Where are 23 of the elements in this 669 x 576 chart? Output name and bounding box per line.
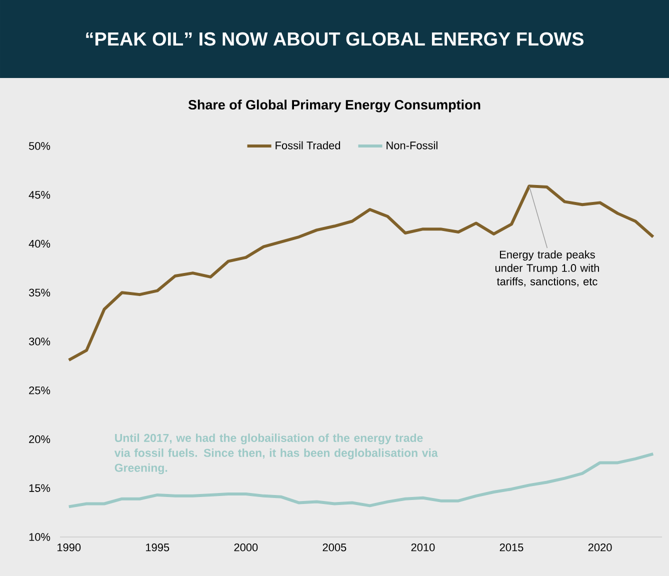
chart-subtitle: Share of Global Primary Energy Consumption [188,100,480,112]
x-tick-label: 1995 [146,544,170,552]
annotation: Energy trade peaks under Trump 1.0 with tariffs, sanctions, etc [495,250,599,287]
line-series [67,184,655,362]
legend-label: Fossil Traded [276,141,340,150]
x-tick-label: 2010 [411,544,435,552]
y-tick-label: 20% [29,435,50,444]
x-tick-label: 2005 [322,544,346,552]
y-tick-label: 45% [28,191,50,199]
y-tick-label: 15% [29,484,50,492]
y-tick-label: 35% [28,288,50,296]
chart-title: “PEAK OIL” IS NOW ABOUT GLOBAL ENERGY FLOWS [86,32,584,46]
x-tick-label: 2015 [500,544,524,552]
y-tick-label: 40% [28,240,50,248]
x-tick-label: 2000 [234,544,258,552]
y-tick-label: 30% [28,338,50,346]
y-tick-label: 25% [29,386,50,394]
legend-label: Non-Fossil [386,141,438,150]
x-tick-label: 1990 [58,544,81,552]
annotation: Until 2017, we had the globailisation of the energy trade via fossil fuels. Since then, it has been deglobalisation via Greening. [114,434,438,474]
x-tick-label: 2020 [588,544,612,552]
y-tick-label: 10% [29,533,50,541]
y-tick-label: 50% [28,142,50,150]
